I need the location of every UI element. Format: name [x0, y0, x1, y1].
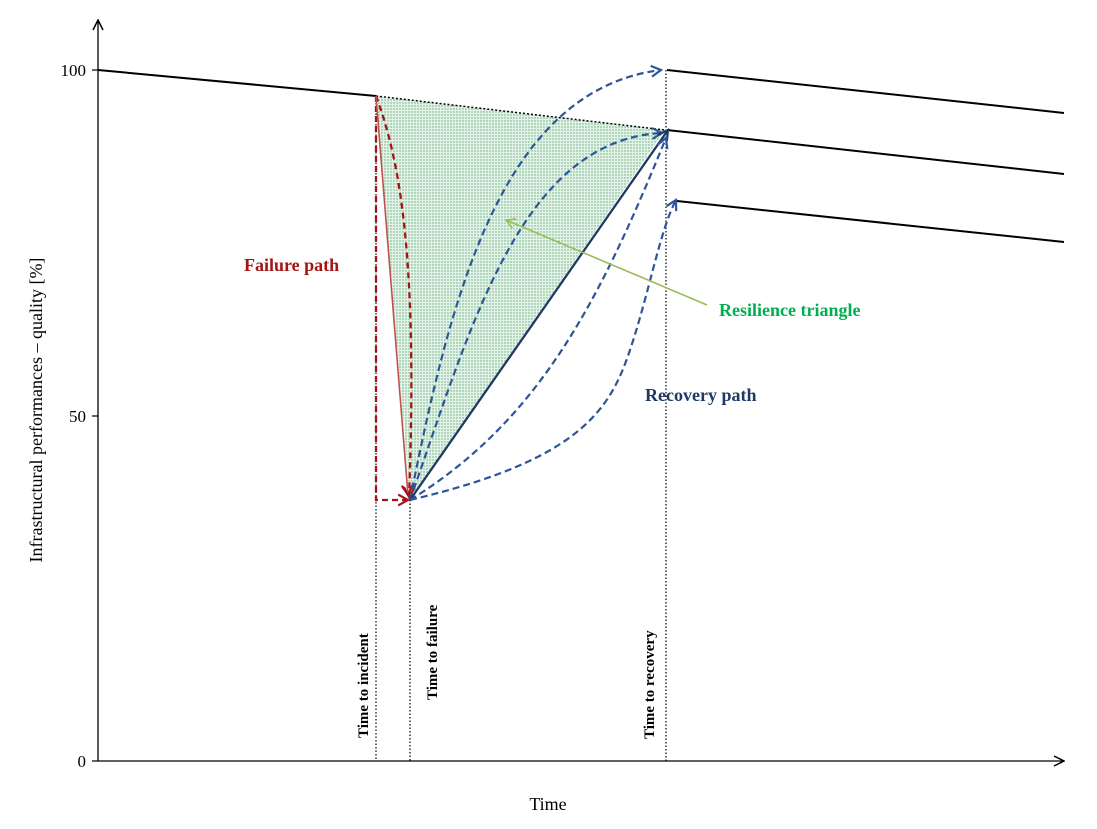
resilience-triangle-label: Resilience triangle [719, 300, 860, 320]
recovery-path-linear [409, 130, 668, 501]
post-recovery-line-middle [666, 129, 1065, 175]
y-tick-label-50: 50 [69, 407, 86, 426]
recovery-path-fast [408, 70, 661, 501]
time-to-failure-label: Time to failure [425, 604, 441, 700]
y-axis-title: Infrastructural performances – quality [… [26, 258, 46, 563]
y-tick-label-0: 0 [78, 752, 87, 771]
x-axis-title: Time [529, 794, 566, 814]
post-recovery-line-lower [676, 200, 1065, 243]
pre-incident-performance-line [97, 69, 377, 97]
time-to-incident-label: Time to incident [356, 633, 372, 738]
failure-path-linear [375, 95, 408, 495]
time-to-recovery-label: Time to recovery [642, 630, 658, 739]
failure-path-stepped [374, 96, 408, 500]
recovery-path-delayed [409, 138, 666, 501]
recovery-path-slow [409, 200, 676, 502]
recovery-path-label: Recovery path [645, 385, 756, 405]
triangle-top-edge [375, 95, 666, 131]
post-recovery-line-upper [666, 69, 1065, 114]
y-tick-label-100: 100 [61, 61, 87, 80]
failure-path-label: Failure path [244, 255, 339, 275]
resilience-triangle-pointer [504, 218, 708, 306]
resilience-triangle-area [376, 96, 665, 500]
